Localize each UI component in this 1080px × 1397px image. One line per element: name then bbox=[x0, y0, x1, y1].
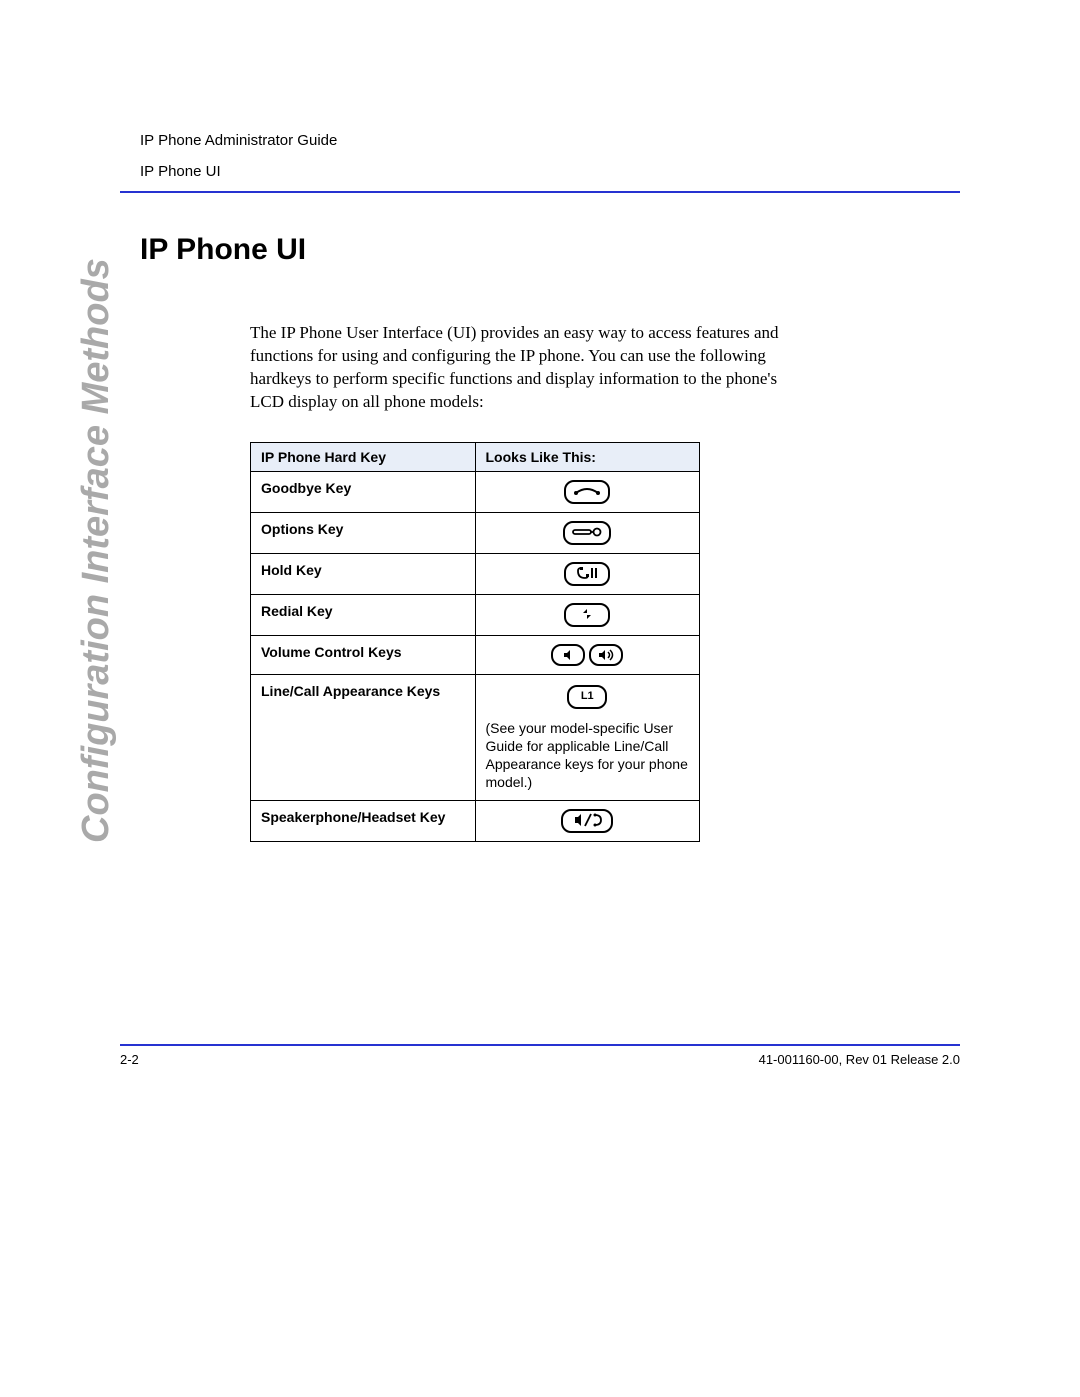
table-row: Volume Control Keys bbox=[251, 635, 700, 674]
redial-key-icon bbox=[564, 603, 610, 627]
linecall-key-label: Line/Call Appearance Keys bbox=[251, 674, 476, 800]
hold-key-label: Hold Key bbox=[251, 553, 476, 594]
table-col2-header: Looks Like This: bbox=[475, 442, 700, 471]
header-line-2: IP Phone UI bbox=[140, 161, 960, 184]
header-line-1: IP Phone Administrator Guide bbox=[140, 130, 960, 153]
goodbye-key-icon-cell bbox=[475, 471, 700, 512]
footer-page-number: 2-2 bbox=[120, 1052, 139, 1067]
volume-down-icon bbox=[551, 644, 585, 666]
table-row: Options Key bbox=[251, 512, 700, 553]
linecall-note: (See your model-specific User Guide for … bbox=[486, 719, 690, 792]
main-column: IP Phone UI The IP Phone User Interface … bbox=[140, 233, 960, 842]
redial-key-icon-cell bbox=[475, 594, 700, 635]
options-key-icon-cell bbox=[475, 512, 700, 553]
table-row: Goodbye Key bbox=[251, 471, 700, 512]
options-key-label: Options Key bbox=[251, 512, 476, 553]
header-rule bbox=[120, 191, 960, 193]
goodbye-key-icon bbox=[564, 480, 610, 504]
hardkey-table: IP Phone Hard Key Looks Like This: Goodb… bbox=[250, 442, 700, 842]
table-header-row: IP Phone Hard Key Looks Like This: bbox=[251, 442, 700, 471]
footer-rule bbox=[120, 1044, 960, 1046]
table-row: Redial Key bbox=[251, 594, 700, 635]
content: Configuration Interface Methods IP Phone… bbox=[120, 233, 960, 842]
hold-key-icon-cell bbox=[475, 553, 700, 594]
footer: 2-2 41-001160-00, Rev 01 Release 2.0 bbox=[120, 1044, 960, 1067]
linecall-key-icon: L1 bbox=[567, 685, 607, 709]
page-title: IP Phone UI bbox=[140, 233, 960, 267]
options-key-icon bbox=[563, 521, 611, 545]
speaker-key-label: Speakerphone/Headset Key bbox=[251, 800, 476, 841]
table-col1-header: IP Phone Hard Key bbox=[251, 442, 476, 471]
hold-key-icon bbox=[564, 562, 610, 586]
volume-up-icon bbox=[589, 644, 623, 666]
side-chapter-label: Configuration Interface Methods bbox=[75, 243, 118, 843]
goodbye-key-label: Goodbye Key bbox=[251, 471, 476, 512]
volume-key-label: Volume Control Keys bbox=[251, 635, 476, 674]
redial-key-label: Redial Key bbox=[251, 594, 476, 635]
speaker-key-icon-cell bbox=[475, 800, 700, 841]
table-row: Line/Call Appearance Keys L1 (See your m… bbox=[251, 674, 700, 800]
intro-paragraph: The IP Phone User Interface (UI) provide… bbox=[250, 322, 810, 414]
table-row: Speakerphone/Headset Key bbox=[251, 800, 700, 841]
footer-doc-info: 41-001160-00, Rev 01 Release 2.0 bbox=[759, 1052, 960, 1067]
table-row: Hold Key bbox=[251, 553, 700, 594]
speaker-key-icon bbox=[561, 809, 613, 833]
volume-key-pair-icon bbox=[551, 644, 623, 666]
volume-key-icon-cell bbox=[475, 635, 700, 674]
linecall-key-icon-cell: L1 (See your model-specific User Guide f… bbox=[475, 674, 700, 800]
